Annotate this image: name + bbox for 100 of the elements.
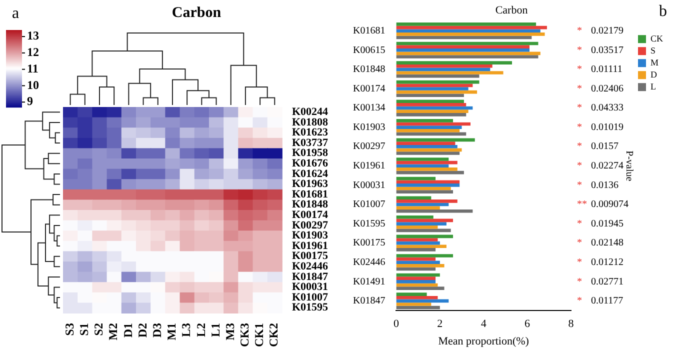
bar: [396, 144, 458, 148]
bar: [396, 176, 436, 180]
legend-label: M: [650, 57, 659, 68]
x-tick-label: CK2: [266, 323, 281, 347]
bar: [396, 234, 454, 238]
text: * 0.02771: [577, 276, 624, 288]
bar: [396, 87, 468, 90]
y-tick-label: K00297: [352, 141, 386, 152]
bar: [396, 90, 478, 94]
bar: [396, 26, 547, 30]
color-bar-label: 13: [27, 28, 39, 43]
bar: [396, 248, 436, 252]
text: * 0.02406: [577, 83, 624, 94]
bar: [396, 74, 480, 78]
x-tick-label: 8: [568, 318, 574, 330]
x-tick-label: L1: [208, 323, 222, 338]
bar: [396, 158, 449, 161]
y-tick-label: K00174: [352, 83, 386, 94]
y-tick-label: K01007: [292, 291, 328, 304]
color-bar-label: 10: [27, 78, 39, 92]
color-bar-label: 11: [27, 61, 38, 76]
bar: [396, 64, 492, 68]
bar: [396, 238, 438, 242]
bar: [396, 48, 530, 52]
y-tick-label: K00175: [292, 250, 328, 262]
x-tick-label: M1: [164, 323, 179, 340]
bar: [396, 148, 462, 152]
bar: [396, 113, 466, 116]
bar: [396, 260, 440, 264]
y-tick-label: K03737: [292, 136, 328, 149]
bar: [396, 138, 475, 142]
y-tick-label: K01595: [352, 218, 386, 230]
y-tick-label: K01963: [292, 178, 328, 190]
bar: [396, 71, 504, 74]
x-tick-label: S3: [62, 323, 76, 336]
bar: [396, 152, 460, 155]
y-tick-label: K00244: [292, 106, 328, 118]
bar: [396, 241, 440, 245]
bar: [396, 106, 473, 110]
text: a: [12, 5, 20, 22]
bar: [396, 286, 444, 290]
text: * 0.01212: [577, 256, 624, 268]
y-tick-label: K01958: [292, 147, 328, 160]
bar: [396, 196, 432, 200]
bar: [396, 22, 536, 26]
bar: [396, 292, 427, 296]
y-tick-label: K01903: [352, 122, 386, 133]
y-tick-label: K01623: [292, 126, 328, 139]
bar: [396, 122, 470, 126]
bar: [396, 119, 454, 122]
y-tick-label: K00297: [292, 219, 328, 232]
text: * 0.02274: [577, 160, 624, 172]
chart-title: Carbon: [172, 4, 222, 21]
bar: [396, 215, 434, 219]
bar: [396, 276, 436, 280]
x-tick-label: D3: [150, 323, 164, 338]
bar: [396, 100, 464, 104]
bar: [396, 52, 540, 56]
y-tick-label: K01624: [292, 168, 328, 180]
y-tick-label: K02446: [352, 256, 386, 268]
y-tick-label: K00134: [352, 102, 386, 114]
y-tick-label: K01808: [292, 116, 328, 128]
text: * 0.01177: [577, 296, 624, 307]
x-tick-label: CK1: [252, 323, 266, 347]
bar: [396, 244, 446, 248]
bar: [396, 36, 532, 40]
bar: [396, 80, 480, 84]
bar: [396, 160, 458, 164]
x-tick-label: M2: [106, 323, 120, 340]
text: * 0.02148: [577, 238, 624, 249]
bar: [396, 126, 462, 129]
chart-title: Carbon: [495, 4, 528, 16]
y-tick-label: K01007: [352, 199, 386, 210]
bar: [396, 306, 440, 310]
bar: [396, 170, 464, 174]
x-tick-label: 4: [480, 318, 487, 330]
color-bar-label: 9: [27, 94, 33, 108]
text: ** 0.009074: [577, 199, 628, 210]
text: * 0.01019: [577, 122, 624, 133]
x-tick-label: S2: [92, 323, 106, 336]
y-tick-label: K00174: [292, 208, 328, 221]
x-tick-label: S1: [76, 323, 91, 336]
bar: [396, 68, 490, 72]
y-tick-label: K01903: [292, 230, 328, 242]
x-axis-title: Mean proportion(%): [438, 335, 530, 348]
bar: [396, 32, 545, 36]
bar: [396, 202, 449, 206]
y-tick-label: K01847: [352, 296, 386, 307]
x-tick-label: D2: [135, 323, 150, 338]
text: * 0.03517: [577, 44, 624, 56]
text: * 0.02179: [577, 25, 624, 36]
y-tick-label: K01847: [292, 270, 328, 283]
y-tick-label: K00031: [352, 180, 386, 191]
y-tick-label: K02446: [292, 260, 328, 272]
bar: [396, 184, 460, 187]
bar: [396, 257, 436, 261]
bar: [396, 42, 538, 46]
bar: [396, 302, 432, 306]
y-tick-label: K01848: [292, 198, 328, 211]
bar: [396, 128, 460, 132]
